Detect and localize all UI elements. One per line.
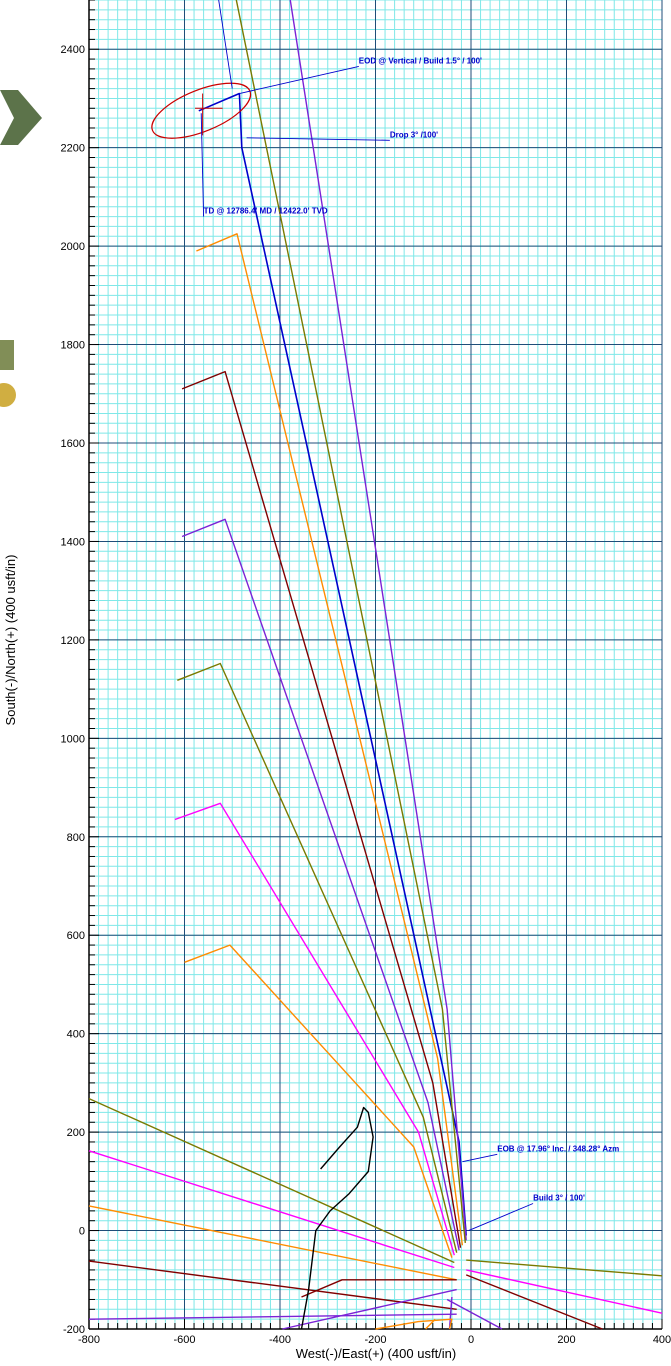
well-path-line [425,1318,436,1330]
x-axis-label: West(-)/East(+) (400 usft/in) [296,1346,457,1361]
annotation-leader [462,1153,498,1163]
well-path-line [181,518,460,1251]
annotation-leader [200,113,205,217]
y-tick-label: 800 [67,832,85,844]
y-tick-label: 400 [67,1029,85,1041]
well-path-line [375,1318,453,1330]
tick-marks [88,0,663,1330]
y-tick-label: 2000 [61,241,85,253]
y-tick-label: 200 [67,1127,85,1139]
well-path-line [466,1259,663,1277]
annotations: EOB @ 1.69° Inc. / 250.00° AzmEOD @ Vert… [200,0,619,1231]
annotation-label: TD @ 12786.4' MD / 12422.0' TVD [204,207,328,216]
y-tick-label: 1600 [61,438,85,450]
y-tick-label: 2400 [61,44,85,56]
y-tick-label: 1400 [61,536,85,548]
well-paths [88,0,663,1330]
company-logo-fragment [0,90,42,407]
annotation-leader [246,137,390,141]
well-path-line [184,944,453,1258]
tick-labels: -800 -600 -400 -200 0 200 400 -200 0 200 400 600 800… [61,44,671,1346]
x-tick-label: -400 [269,1334,291,1346]
x-tick-label: 400 [653,1334,671,1346]
well-path-line [196,233,464,1246]
well-path-line [466,1269,663,1314]
annotation-leader [218,0,233,89]
annotation-label: Drop 3° /100' [390,130,438,139]
well-path-line [174,802,455,1256]
annotation-leader [239,66,359,94]
well-path-line [446,1298,503,1330]
y-tick-label: -200 [63,1324,85,1336]
y-axis-label: South(-)/North(+) (400 usft/in) [3,555,18,726]
well-path-line [198,92,467,1236]
annotation-label: Build 3° / 100' [533,1193,585,1202]
well-path-line [88,1313,457,1320]
annotation-leader [468,1203,534,1231]
well-path-line [88,1205,457,1281]
x-tick-label: -200 [364,1334,386,1346]
y-tick-label: 0 [79,1226,85,1238]
x-tick-label: -800 [78,1334,100,1346]
x-tick-label: -600 [173,1334,195,1346]
well-path-line [300,1106,374,1330]
well-path-line [289,0,467,1241]
x-tick-label: 0 [468,1334,474,1346]
y-tick-label: 1200 [61,635,85,647]
y-tick-label: 1800 [61,340,85,352]
well-path-line [177,662,458,1253]
y-tick-label: 2200 [61,143,85,155]
well-path-line [465,1274,603,1330]
major-gridlines [88,0,663,1330]
well-path-line [88,1260,457,1310]
well-path-line [301,1279,457,1298]
y-tick-label: 1000 [61,733,85,745]
well-path-line [448,1296,453,1330]
annotation-label: EOB @ 17.96° Inc. / 348.28° Azm [497,1144,619,1153]
well-path-line [282,1288,457,1330]
y-tick-label: 600 [67,930,85,942]
annotation-label: EOD @ Vertical / Build 1.5° / 100' [359,56,482,65]
well-path-line [181,370,462,1248]
x-tick-label: 200 [557,1334,575,1346]
well-path-line [235,0,466,1243]
well-path-line [88,1097,455,1264]
well-path-line [88,1150,455,1269]
